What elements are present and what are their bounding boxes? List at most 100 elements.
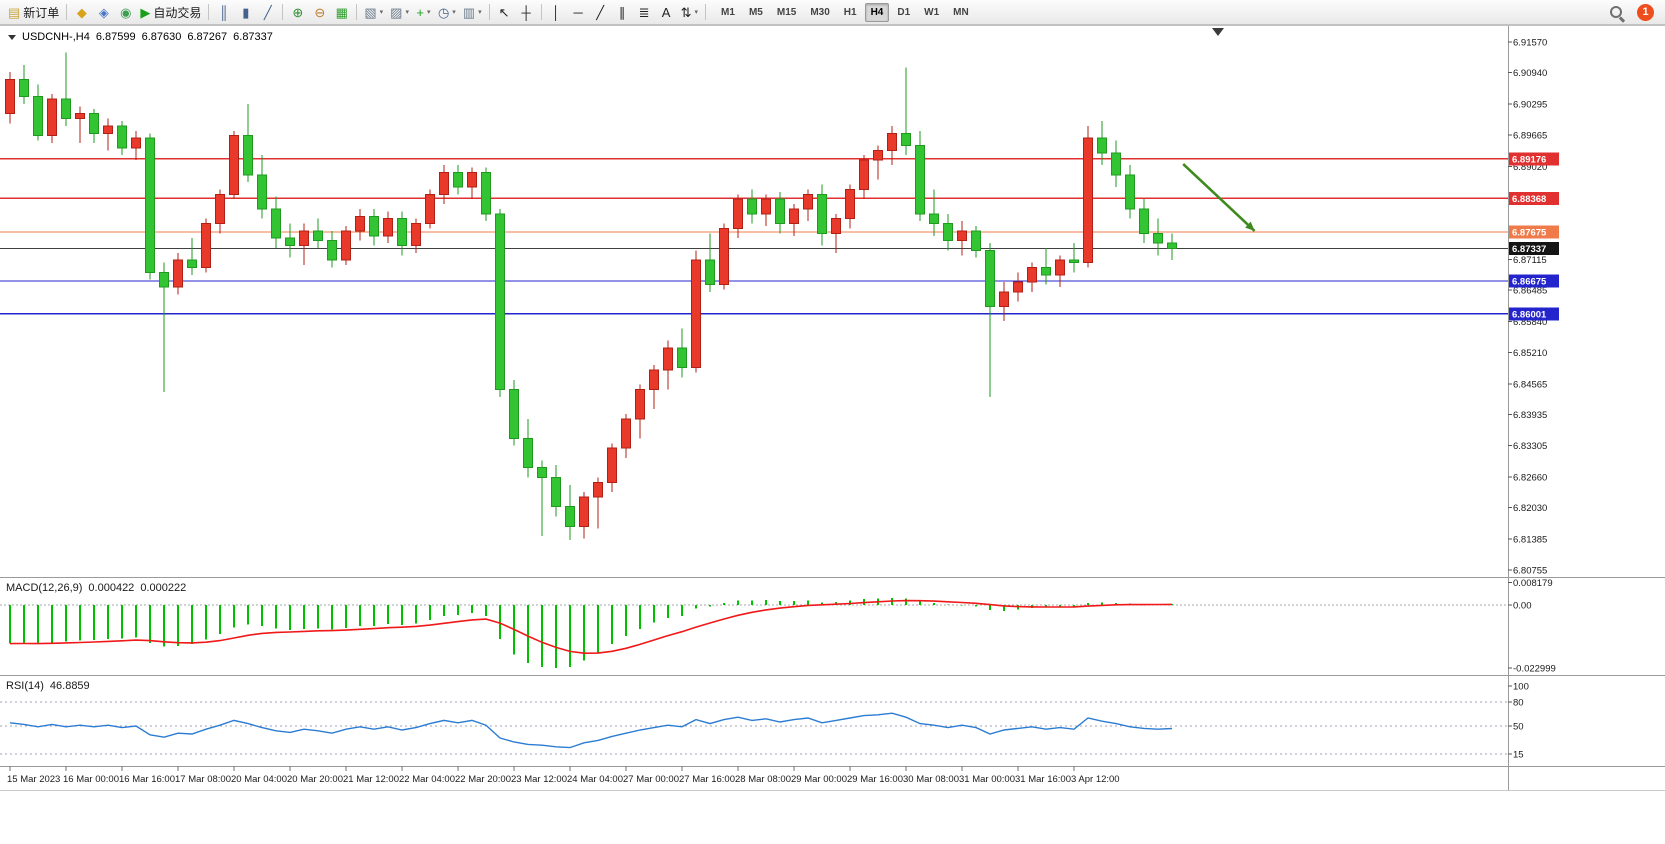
- channel-button[interactable]: ∥: [612, 2, 633, 22]
- candle-body: [1139, 208, 1149, 234]
- profiles-button[interactable]: ▨ ▾: [387, 2, 412, 22]
- toolbar-right: 1: [1606, 2, 1660, 22]
- candle-body: [565, 506, 575, 527]
- candle-body: [999, 291, 1009, 308]
- trend-arrow-annotation[interactable]: [1182, 163, 1256, 232]
- rsi-axis[interactable]: 100 80 50 15: [1508, 682, 1529, 761]
- tile-windows-button[interactable]: ▦: [331, 2, 352, 22]
- candle-body: [1041, 267, 1051, 276]
- candle-body: [677, 347, 687, 369]
- candle-body: [551, 476, 561, 508]
- arrows-button[interactable]: ⇅ ▾: [678, 2, 701, 22]
- timeframe-m15-button[interactable]: M15: [776, 6, 797, 18]
- zoom-in-icon: ⊕: [292, 4, 304, 20]
- zoom-in-button[interactable]: ⊕: [287, 2, 308, 22]
- cursor-button[interactable]: ↖: [494, 2, 515, 22]
- toolbar-separator: [356, 4, 358, 20]
- timeframe-h1-button[interactable]: H1: [843, 6, 857, 18]
- vertical-line-button[interactable]: │: [546, 2, 567, 22]
- horizontal-line-button[interactable]: ─: [568, 2, 589, 22]
- templates-button[interactable]: ▥ ▾: [460, 2, 485, 22]
- price-axis[interactable]: 6.91570 6.90940 6.90295 6.89665 6.89020 6.871…: [1508, 37, 1547, 576]
- autotrading-button[interactable]: ▶ 自动交易: [137, 2, 204, 22]
- horizontal-line-icon: ─: [573, 4, 583, 20]
- search-button[interactable]: [1606, 2, 1627, 22]
- candle-body: [201, 223, 211, 269]
- timeframe-m1-button[interactable]: M1: [721, 6, 735, 18]
- svg-text:21 Mar 12:00: 21 Mar 12:00: [343, 774, 399, 785]
- macd-signal-value: 0.000222: [140, 582, 187, 594]
- timeframe-mn-button[interactable]: MN: [953, 6, 969, 18]
- macd-axis[interactable]: 0.008179 0.00 -0.022999: [1508, 578, 1556, 674]
- svg-text:6.90295: 6.90295: [1513, 100, 1547, 111]
- svg-text:6.85840: 6.85840: [1513, 317, 1547, 328]
- data-window-button[interactable]: ◈: [93, 2, 114, 22]
- notification-badge[interactable]: 1: [1637, 3, 1654, 21]
- svg-text:16 Mar 16:00: 16 Mar 16:00: [119, 774, 175, 785]
- candle-body: [957, 230, 967, 242]
- crosshair-button[interactable]: ┼: [516, 2, 537, 22]
- svg-text:15: 15: [1513, 750, 1524, 761]
- svg-text:6.82660: 6.82660: [1513, 472, 1547, 483]
- fibonacci-icon: ≣: [638, 4, 650, 20]
- new-order-button-label: 新订单: [23, 5, 60, 20]
- svg-text:6.86001: 6.86001: [1512, 309, 1547, 320]
- candle-body: [733, 198, 743, 229]
- trendline-button[interactable]: ╱: [590, 2, 611, 22]
- chart-title: USDCNH-,H4 6.87599 6.87630 6.87267 6.873…: [8, 31, 273, 43]
- candle-body: [19, 79, 29, 98]
- candle-body: [1013, 281, 1023, 293]
- timeframe-m5-button[interactable]: M5: [748, 6, 763, 18]
- candle-body: [1167, 242, 1177, 250]
- rsi-indicator-header: RSI(14) 46.8859: [6, 680, 90, 692]
- text-button[interactable]: A: [656, 2, 677, 22]
- candle-body: [145, 137, 155, 273]
- bar-chart-button[interactable]: ║: [213, 2, 234, 22]
- candle-body: [341, 230, 351, 261]
- svg-text:22 Mar 20:00: 22 Mar 20:00: [455, 774, 511, 785]
- candle-body: [439, 171, 449, 195]
- svg-text:6.89176: 6.89176: [1512, 154, 1546, 165]
- line-chart-icon: ╱: [263, 4, 272, 20]
- chart-high-value: 6.87630: [141, 31, 182, 43]
- line-chart-button[interactable]: ╱: [257, 2, 278, 22]
- svg-text:-0.022999: -0.022999: [1513, 663, 1556, 674]
- candle-body: [187, 259, 197, 269]
- new-order-button[interactable]: ▤ 新订单: [5, 2, 62, 22]
- candle-body: [859, 159, 869, 190]
- navigator-button[interactable]: ◉: [115, 2, 136, 22]
- equidistant-channel-icon: ∥: [618, 4, 626, 20]
- chart-symbol-period: USDCNH-,H4: [22, 31, 90, 43]
- new-chart-button[interactable]: ▧ ▾: [361, 2, 386, 22]
- one-click-trading-toggle[interactable]: [8, 34, 16, 40]
- market-watch-button[interactable]: ◆: [71, 2, 92, 22]
- svg-text:0.00: 0.00: [1513, 601, 1532, 612]
- navigator-icon: ◉: [120, 4, 132, 20]
- macd-indicator-header: MACD(12,26,9) 0.000422 0.000222: [6, 582, 186, 594]
- timeframe-m30-button[interactable]: M30: [810, 6, 830, 18]
- indicators-button[interactable]: + ▾: [413, 2, 434, 22]
- search-icon: [1609, 5, 1624, 20]
- chart-shift-marker: [1212, 28, 1224, 36]
- timeframe-w1-button[interactable]: W1: [924, 6, 940, 18]
- zoom-out-button[interactable]: ⊖: [309, 2, 330, 22]
- svg-text:6.87675: 6.87675: [1512, 228, 1547, 239]
- timeframe-h4-button[interactable]: H4: [864, 2, 890, 22]
- dropdown-arrow-icon: ▾: [405, 9, 409, 16]
- candle-body: [271, 208, 281, 239]
- candle-body: [383, 218, 393, 237]
- panel-separators[interactable]: [0, 577, 1665, 767]
- candle-body: [47, 98, 57, 137]
- fibonacci-button[interactable]: ≣: [634, 2, 655, 22]
- toolbar-separator: [540, 4, 542, 20]
- candlestick-chart-button[interactable]: ▮: [235, 2, 256, 22]
- candle-body: [159, 271, 169, 288]
- timeframe-d1-button[interactable]: D1: [897, 6, 911, 18]
- bar-chart-icon: ║: [219, 4, 229, 20]
- candle-body: [327, 240, 337, 261]
- periods-button[interactable]: ◷ ▾: [435, 2, 459, 22]
- candle-body: [75, 113, 85, 120]
- candle-body: [495, 213, 505, 391]
- time-axis[interactable]: 15 Mar 2023 16 Mar 00:00 16 Mar 16:00 17 Ma…: [7, 766, 1120, 785]
